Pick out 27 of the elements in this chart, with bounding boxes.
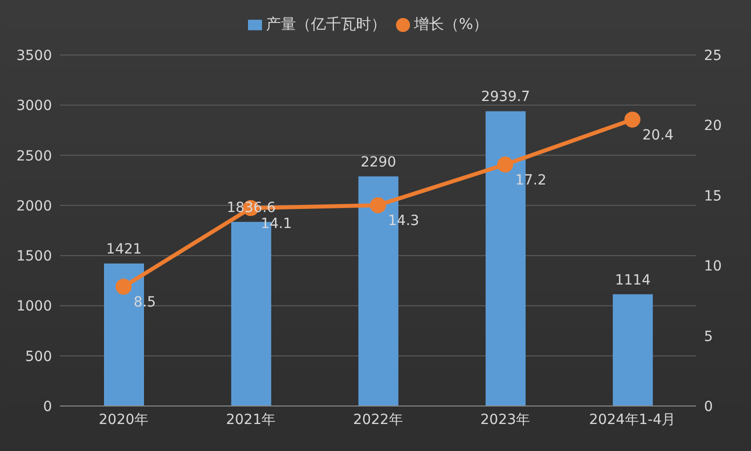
y2-tick-label: 15: [704, 188, 722, 204]
y-tick-label: 1000: [16, 298, 52, 315]
y-tick-label: 2500: [16, 148, 52, 164]
x-tick-label: 2020年: [98, 412, 148, 428]
data-label: 2939.7: [481, 89, 530, 106]
y2-tick-label: 10: [704, 258, 722, 275]
data-label: 1114: [614, 272, 651, 288]
y-tick-label: 3500: [16, 48, 52, 64]
data-label: 1421: [106, 241, 142, 258]
data-label: 14.1: [260, 216, 292, 232]
y-tick-label: 500: [25, 348, 52, 365]
y2-tick-label: 20: [704, 118, 722, 134]
y2-tick-label: 0: [704, 398, 713, 415]
x-tick-label: 2023年: [480, 412, 530, 428]
y2-tick-label: 5: [704, 328, 713, 345]
x-tick-label: 2024年1-4月: [589, 412, 676, 428]
x-tick-label: 2021年: [226, 412, 276, 428]
y2-tick-label: 25: [704, 48, 722, 64]
legend-label: 增长（%）: [414, 15, 488, 33]
y-tick-label: 1500: [16, 248, 52, 265]
x-tick-label: 2022年: [353, 412, 403, 428]
data-label: 2290: [360, 154, 396, 170]
legend-label: 产量（亿千瓦时）: [266, 15, 386, 33]
y-tick-label: 3000: [16, 98, 52, 114]
data-label: 20.4: [642, 128, 674, 144]
y-tick-label: 2000: [16, 198, 52, 214]
y-tick-label: 0: [43, 398, 52, 415]
